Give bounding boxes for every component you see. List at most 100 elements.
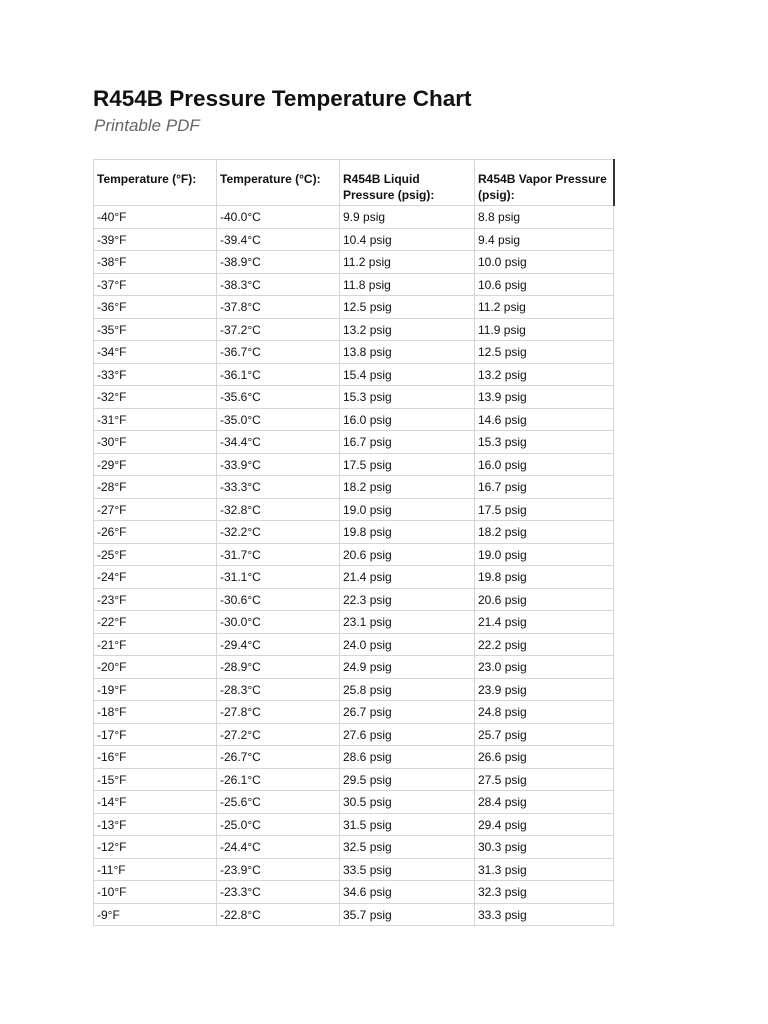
- cell-temperature-f: -10°F: [93, 880, 217, 904]
- cell-liquid-pressure: 32.5 psig: [339, 835, 475, 859]
- header-vapor-pressure: R454B Vapor Pressure (psig):: [474, 159, 615, 206]
- cell-temperature-f: -14°F: [93, 790, 217, 814]
- cell-temperature-f: -9°F: [93, 902, 217, 926]
- cell-vapor-pressure: 21.4 psig: [474, 610, 614, 634]
- cell-temperature-c: -37.2°C: [216, 317, 340, 341]
- cell-liquid-pressure: 25.8 psig: [339, 677, 475, 701]
- table-row: -24°F -31.1°C 21.4 psig 19.8 psig: [93, 565, 614, 589]
- cell-vapor-pressure: 16.7 psig: [474, 475, 614, 499]
- cell-temperature-f: -12°F: [93, 835, 217, 859]
- cell-temperature-f: -26°F: [93, 520, 217, 544]
- cell-vapor-pressure: 17.5 psig: [474, 497, 614, 521]
- header-temperature-f: Temperature (°F):: [93, 159, 217, 206]
- cell-vapor-pressure: 18.2 psig: [474, 520, 614, 544]
- cell-liquid-pressure: 26.7 psig: [339, 700, 475, 724]
- cell-vapor-pressure: 33.3 psig: [474, 902, 614, 926]
- table-row: -9°F -22.8°C 35.7 psig 33.3 psig: [93, 902, 614, 926]
- cell-temperature-c: -26.7°C: [216, 745, 340, 769]
- cell-vapor-pressure: 16.0 psig: [474, 452, 614, 476]
- cell-liquid-pressure: 9.9 psig: [339, 205, 475, 229]
- cell-liquid-pressure: 15.3 psig: [339, 385, 475, 409]
- cell-temperature-c: -28.3°C: [216, 677, 340, 701]
- cell-vapor-pressure: 12.5 psig: [474, 340, 614, 364]
- header-temperature-c: Temperature (°C):: [216, 159, 340, 206]
- table-row: -19°F -28.3°C 25.8 psig 23.9 psig: [93, 677, 614, 701]
- cell-temperature-f: -24°F: [93, 565, 217, 589]
- cell-temperature-f: -38°F: [93, 250, 217, 274]
- cell-temperature-f: -29°F: [93, 452, 217, 476]
- cell-temperature-c: -22.8°C: [216, 902, 340, 926]
- cell-temperature-f: -27°F: [93, 497, 217, 521]
- cell-temperature-c: -23.3°C: [216, 880, 340, 904]
- cell-temperature-f: -23°F: [93, 587, 217, 611]
- table-row: -38°F -38.9°C 11.2 psig 10.0 psig: [93, 250, 614, 274]
- table-row: -32°F -35.6°C 15.3 psig 13.9 psig: [93, 385, 614, 409]
- table-row: -15°F -26.1°C 29.5 psig 27.5 psig: [93, 767, 614, 791]
- cell-temperature-c: -37.8°C: [216, 295, 340, 319]
- table-row: -27°F -32.8°C 19.0 psig 17.5 psig: [93, 497, 614, 521]
- cell-temperature-f: -16°F: [93, 745, 217, 769]
- table-header-row: Temperature (°F): Temperature (°C): R454…: [93, 159, 615, 206]
- cell-temperature-c: -35.0°C: [216, 407, 340, 431]
- cell-temperature-c: -23.9°C: [216, 857, 340, 881]
- cell-temperature-f: -15°F: [93, 767, 217, 791]
- table-row: -12°F -24.4°C 32.5 psig 30.3 psig: [93, 835, 614, 859]
- cell-liquid-pressure: 17.5 psig: [339, 452, 475, 476]
- cell-liquid-pressure: 30.5 psig: [339, 790, 475, 814]
- table-row: -16°F -26.7°C 28.6 psig 26.6 psig: [93, 745, 614, 769]
- cell-vapor-pressure: 32.3 psig: [474, 880, 614, 904]
- table-row: -10°F -23.3°C 34.6 psig 32.3 psig: [93, 880, 614, 904]
- cell-vapor-pressure: 23.0 psig: [474, 655, 614, 679]
- table-row: -40°F -40.0°C 9.9 psig 8.8 psig: [93, 205, 614, 229]
- table-row: -30°F -34.4°C 16.7 psig 15.3 psig: [93, 430, 614, 454]
- cell-temperature-f: -36°F: [93, 295, 217, 319]
- cell-temperature-c: -29.4°C: [216, 632, 340, 656]
- pressure-temperature-table: Temperature (°F): Temperature (°C): R454…: [93, 159, 615, 926]
- cell-vapor-pressure: 13.2 psig: [474, 362, 614, 386]
- cell-temperature-c: -33.3°C: [216, 475, 340, 499]
- cell-temperature-f: -25°F: [93, 542, 217, 566]
- cell-liquid-pressure: 22.3 psig: [339, 587, 475, 611]
- table-row: -18°F -27.8°C 26.7 psig 24.8 psig: [93, 700, 614, 724]
- cell-liquid-pressure: 21.4 psig: [339, 565, 475, 589]
- cell-vapor-pressure: 13.9 psig: [474, 385, 614, 409]
- cell-temperature-f: -11°F: [93, 857, 217, 881]
- cell-temperature-f: -30°F: [93, 430, 217, 454]
- cell-temperature-c: -31.7°C: [216, 542, 340, 566]
- cell-temperature-c: -31.1°C: [216, 565, 340, 589]
- table-row: -14°F -25.6°C 30.5 psig 28.4 psig: [93, 790, 614, 814]
- cell-vapor-pressure: 15.3 psig: [474, 430, 614, 454]
- cell-temperature-f: -34°F: [93, 340, 217, 364]
- table-row: -26°F -32.2°C 19.8 psig 18.2 psig: [93, 520, 614, 544]
- cell-temperature-c: -38.9°C: [216, 250, 340, 274]
- cell-liquid-pressure: 19.8 psig: [339, 520, 475, 544]
- table-body: -40°F -40.0°C 9.9 psig 8.8 psig -39°F -39.4°C…: [93, 205, 614, 926]
- cell-temperature-c: -36.7°C: [216, 340, 340, 364]
- cell-liquid-pressure: 11.2 psig: [339, 250, 475, 274]
- table-row: -13°F -25.0°C 31.5 psig 29.4 psig: [93, 812, 614, 836]
- cell-temperature-f: -21°F: [93, 632, 217, 656]
- cell-liquid-pressure: 13.2 psig: [339, 317, 475, 341]
- cell-vapor-pressure: 10.6 psig: [474, 272, 614, 296]
- cell-temperature-c: -27.2°C: [216, 722, 340, 746]
- table-row: -23°F -30.6°C 22.3 psig 20.6 psig: [93, 587, 614, 611]
- cell-liquid-pressure: 28.6 psig: [339, 745, 475, 769]
- cell-liquid-pressure: 15.4 psig: [339, 362, 475, 386]
- cell-vapor-pressure: 19.8 psig: [474, 565, 614, 589]
- cell-temperature-f: -19°F: [93, 677, 217, 701]
- table-row: -37°F -38.3°C 11.8 psig 10.6 psig: [93, 272, 614, 296]
- cell-temperature-c: -24.4°C: [216, 835, 340, 859]
- cell-vapor-pressure: 20.6 psig: [474, 587, 614, 611]
- cell-vapor-pressure: 11.2 psig: [474, 295, 614, 319]
- cell-liquid-pressure: 27.6 psig: [339, 722, 475, 746]
- cell-vapor-pressure: 28.4 psig: [474, 790, 614, 814]
- cell-liquid-pressure: 23.1 psig: [339, 610, 475, 634]
- cell-vapor-pressure: 23.9 psig: [474, 677, 614, 701]
- cell-liquid-pressure: 12.5 psig: [339, 295, 475, 319]
- cell-vapor-pressure: 29.4 psig: [474, 812, 614, 836]
- cell-temperature-c: -39.4°C: [216, 227, 340, 251]
- cell-vapor-pressure: 30.3 psig: [474, 835, 614, 859]
- cell-liquid-pressure: 29.5 psig: [339, 767, 475, 791]
- cell-vapor-pressure: 8.8 psig: [474, 205, 614, 229]
- page-title: R454B Pressure Temperature Chart: [93, 86, 472, 111]
